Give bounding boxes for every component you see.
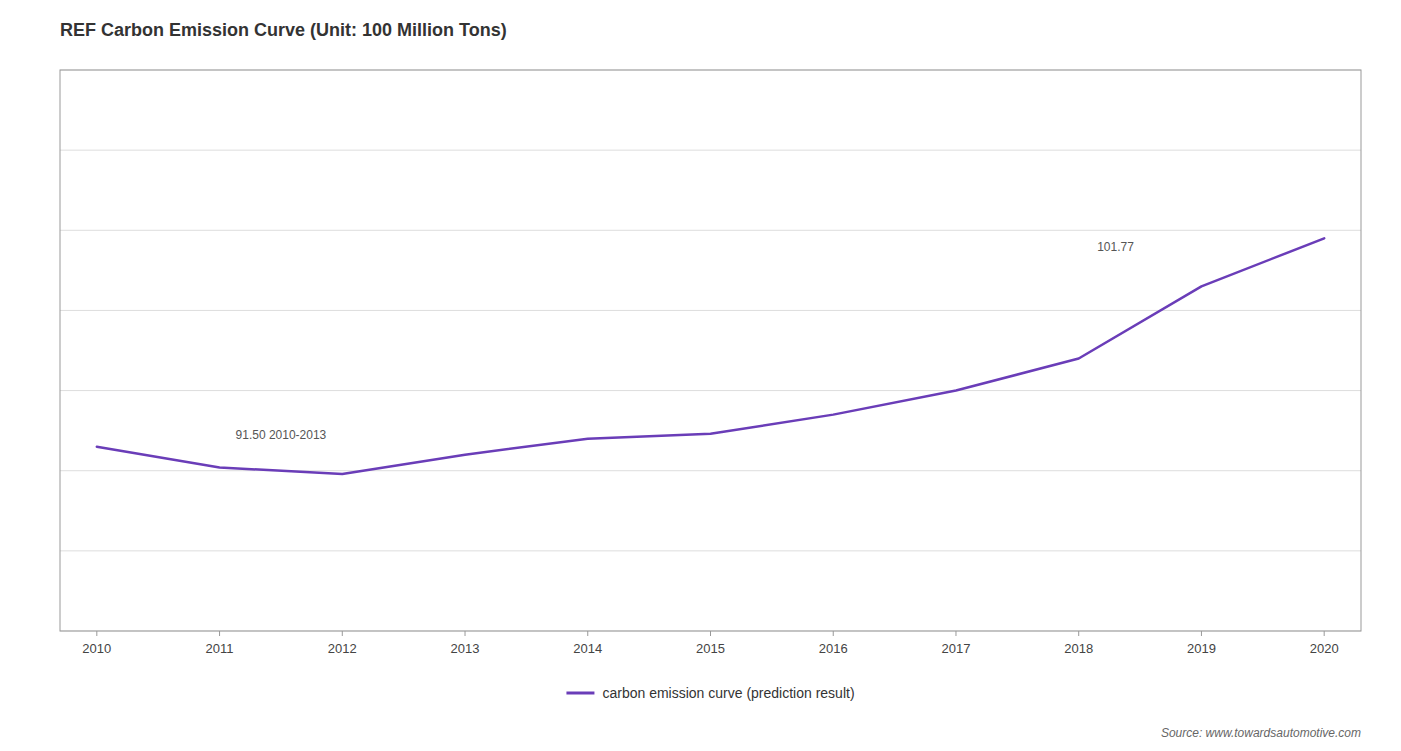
x-tick [833,631,834,636]
page: {"chart_data": {"type": "line", "title":… [0,0,1401,751]
y-grid-line [60,150,1361,151]
data-line [97,238,1324,474]
chart-svg: REF Carbon Emission Curve (Unit: 100 Mil… [0,0,1401,751]
annotation: 91.50 2010-2013 [236,428,327,442]
x-tick [219,631,220,636]
x-tick [1078,631,1079,636]
source: Source: www.towardsautomotive.com [1161,726,1361,740]
legend: carbon emission curve (prediction result… [566,685,854,701]
data-group [97,238,1324,474]
x-tick-label: 2016 [819,641,848,656]
x-tick [1324,631,1325,636]
y-grid-line [60,310,1361,311]
x-tick-label: 2020 [1310,641,1339,656]
annotation: 101.77 [1097,240,1134,254]
x-tick [465,631,466,636]
x-tick-label: 2018 [1064,641,1093,656]
chart-container: REF Carbon Emission Curve (Unit: 100 Mil… [0,0,1401,751]
y-grid-line [60,550,1361,551]
x-tick [587,631,588,636]
grid [60,70,1361,631]
y-grid-line [60,230,1361,231]
x-tick [96,631,97,636]
x-tick [710,631,711,636]
x-tick-label: 2014 [573,641,602,656]
x-tick-label: 2010 [82,641,111,656]
x-tick [1201,631,1202,636]
x-tick-label: 2013 [451,641,480,656]
legend-swatch [566,692,594,695]
y-grid-line [60,390,1361,391]
x-tick-label: 2015 [696,641,725,656]
title: REF Carbon Emission Curve (Unit: 100 Mil… [60,20,507,40]
x-tick [342,631,343,636]
x-tick-label: 2011 [206,641,234,656]
x-tick-label: 2012 [328,641,357,656]
x-tick-label: 2017 [942,641,971,656]
plot-frame [60,70,1361,631]
legend-label: carbon emission curve (prediction result… [602,685,854,701]
x-tick [955,631,956,636]
x-tick-label: 2019 [1187,641,1216,656]
